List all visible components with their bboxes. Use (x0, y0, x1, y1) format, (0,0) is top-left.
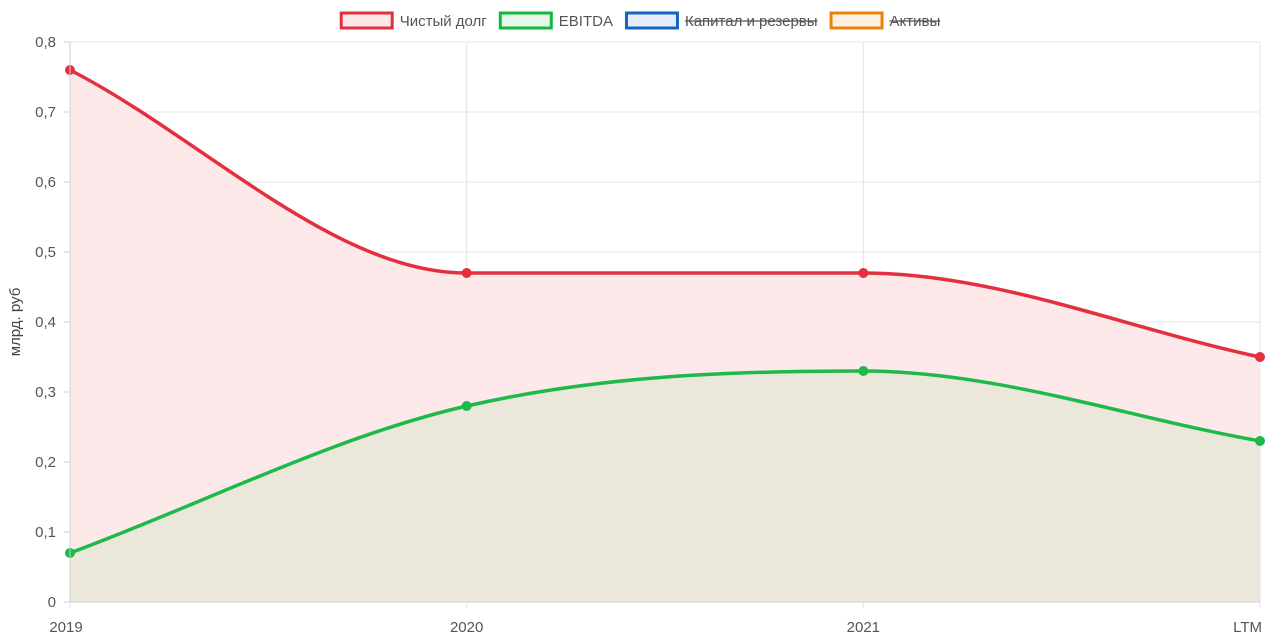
series-areas (70, 70, 1260, 602)
x-tick-label: LTM (1233, 619, 1262, 636)
series-1-line[interactable] (68, 369, 1262, 555)
y-axis-title: млрд. руб (7, 288, 24, 357)
y-tick-label: 0,4 (35, 314, 56, 331)
y-tick-label: 0,3 (35, 384, 56, 401)
y-tick-label: 0,8 (35, 34, 56, 51)
series-points (65, 65, 1265, 558)
legend-swatch (829, 11, 884, 30)
legend-swatch (498, 11, 553, 30)
legend: Чистый долг EBITDA Капитал и резервы Активы (339, 11, 940, 30)
legend-item[interactable]: Капитал и резервы (624, 11, 818, 30)
legend-swatch (339, 11, 394, 30)
legend-item[interactable]: Активы (829, 11, 940, 30)
series-0-point[interactable] (1255, 352, 1265, 362)
legend-item[interactable]: Чистый долг (339, 11, 488, 30)
series-1-point[interactable] (461, 401, 472, 411)
y-tick-label: 0,7 (35, 104, 56, 121)
legend-item[interactable]: EBITDA (498, 11, 613, 30)
x-tick-label: 2019 (49, 619, 82, 636)
series-1-area (70, 371, 1260, 602)
series-0-point[interactable] (461, 268, 472, 278)
x-tick-label: 2021 (847, 619, 880, 636)
y-tick-label: 0 (48, 594, 56, 611)
y-tick-label: 0,2 (35, 454, 56, 471)
series-0-line[interactable] (68, 68, 1262, 359)
series-lines (68, 68, 1262, 555)
series-1-point[interactable] (858, 366, 869, 376)
series-1-point[interactable] (1255, 436, 1265, 446)
y-tick-label: 0,6 (35, 174, 56, 191)
legend-swatch (624, 11, 679, 30)
legend-label: Чистый долг (400, 13, 488, 30)
y-tick-label: 0,1 (35, 524, 56, 541)
axes: 0 0,1 0,2 0,3 0,4 0,5 0,6 0,7 0,8 2019 2020 2021 LTM… (7, 34, 1262, 636)
legend-label: EBITDA (559, 13, 613, 30)
x-tick-label: 2020 (450, 619, 483, 636)
y-tick-label: 0,5 (35, 244, 56, 261)
series-0-point[interactable] (858, 268, 869, 278)
